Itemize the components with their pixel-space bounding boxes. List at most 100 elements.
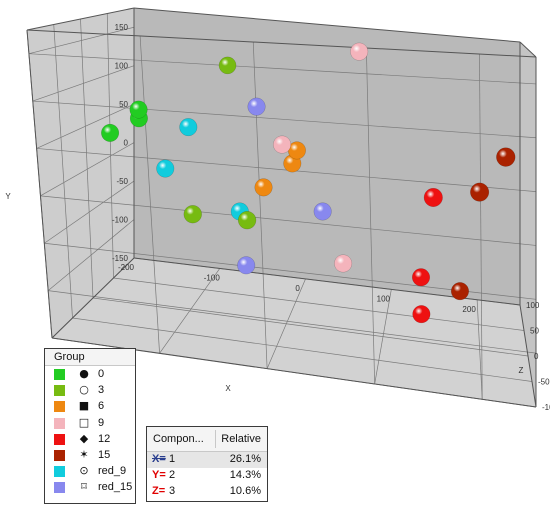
axis-y-icon: Y= bbox=[152, 469, 166, 481]
component-column-header[interactable]: Compon... bbox=[153, 433, 204, 445]
legend-item[interactable]: ⌑ red_15 bbox=[45, 479, 135, 495]
x-tick-label: 100 bbox=[377, 294, 391, 303]
relative-value: 26.1% bbox=[229, 453, 261, 465]
axis-labels: Y X Z bbox=[5, 192, 523, 393]
point-9 bbox=[334, 254, 353, 273]
legend-symbol-icon: ⌑ bbox=[81, 480, 87, 494]
right-wall bbox=[520, 42, 536, 407]
x-axis-label: X bbox=[225, 384, 231, 393]
x-tick-label: -100 bbox=[204, 273, 221, 282]
axis-z-icon: Z= bbox=[152, 485, 166, 497]
legend-symbol-icon: ○ bbox=[79, 383, 89, 397]
box-edge bbox=[26, 29, 53, 339]
y-tick-label: 100 bbox=[115, 62, 129, 71]
grid-left-y bbox=[44, 180, 135, 244]
component-row[interactable]: X= 1 26.1% bbox=[147, 452, 267, 468]
component-row[interactable]: Z= 3 10.6% bbox=[147, 484, 267, 500]
legend-symbol-icon: ⊙ bbox=[79, 464, 89, 478]
legend-item[interactable]: ✶ 15 bbox=[45, 447, 135, 463]
legend-item[interactable]: ● 0 bbox=[45, 366, 135, 382]
floor bbox=[52, 258, 536, 407]
component-row[interactable]: Y= 2 14.3% bbox=[147, 468, 267, 484]
grid-back-y bbox=[48, 290, 537, 354]
box-edge bbox=[26, 7, 135, 31]
grid-left-y bbox=[47, 219, 135, 291]
legend-label: 3 bbox=[98, 384, 105, 397]
point-9 bbox=[273, 135, 292, 154]
components-header: Compon... Relative bbox=[147, 427, 267, 452]
point-9 bbox=[350, 42, 369, 61]
relative-value: 14.3% bbox=[229, 469, 261, 481]
legend-item[interactable]: ○ 3 bbox=[45, 382, 135, 398]
point-15 bbox=[470, 182, 490, 202]
grid-left-z bbox=[80, 18, 94, 299]
y-tick-label: -150 bbox=[112, 254, 129, 263]
legend-label: red_9 bbox=[98, 465, 127, 478]
grid-back-y bbox=[28, 53, 537, 85]
point-3 bbox=[183, 205, 202, 224]
axis-x-icon: X= bbox=[152, 453, 166, 465]
relative-column-header[interactable]: Relative bbox=[221, 433, 261, 445]
group-legend[interactable]: Group ● 0 ○ 3 ■ 6 □ 9 ◆ 12 ✶ 15 ⊙ red_9 ⌑ red_15 bbox=[44, 348, 136, 504]
z-tick-label: -50 bbox=[538, 378, 550, 387]
point-15 bbox=[450, 282, 469, 301]
grid-left-y bbox=[36, 103, 135, 149]
legend-symbol-icon: ● bbox=[79, 367, 89, 380]
legend-swatch bbox=[54, 417, 65, 429]
point-3 bbox=[218, 56, 237, 75]
component-number: 1 bbox=[169, 453, 176, 465]
box-edge bbox=[519, 41, 537, 58]
box-edge bbox=[519, 304, 537, 408]
y-tick-label: 50 bbox=[119, 100, 128, 109]
components-table[interactable]: Compon... Relative X= 1 26.1% Y= 2 14.3% Z= 3 10… bbox=[146, 426, 268, 502]
legend-item[interactable]: ⊙ red_9 bbox=[45, 463, 135, 479]
legend-title: Group bbox=[45, 349, 135, 366]
point-0 bbox=[129, 100, 148, 119]
z-tick-label: 50 bbox=[530, 327, 539, 336]
legend-swatch bbox=[54, 449, 65, 461]
legend-swatch bbox=[54, 369, 65, 380]
legend-label: 12 bbox=[98, 432, 111, 445]
legend-item[interactable]: □ 9 bbox=[45, 415, 135, 431]
tick-labels: -150 -100 -50 0 50 100 150 -200 -100 0 100 200 -100 -… bbox=[112, 23, 550, 412]
point-red_9 bbox=[156, 159, 175, 178]
legend-swatch bbox=[54, 466, 65, 478]
grid-floor-z bbox=[113, 277, 525, 331]
components-rows: X= 1 26.1% Y= 2 14.3% Z= 3 10.6% bbox=[147, 452, 267, 500]
y-tick-label: -50 bbox=[116, 177, 128, 186]
grid-back-y bbox=[32, 100, 537, 139]
grid-back-x bbox=[479, 53, 483, 400]
point-red_9 bbox=[179, 118, 198, 137]
z-tick-label: 100 bbox=[526, 301, 540, 310]
point-3 bbox=[237, 211, 257, 230]
point-12 bbox=[412, 268, 431, 287]
component-number: 3 bbox=[169, 485, 176, 497]
grid-left-y bbox=[40, 142, 135, 197]
legend-symbol-icon: ■ bbox=[78, 399, 90, 413]
legend-swatch bbox=[54, 482, 65, 494]
relative-value: 10.6% bbox=[229, 485, 261, 497]
y-tick-label: 150 bbox=[115, 23, 129, 32]
y-tick-label: 0 bbox=[124, 139, 129, 148]
back-wall bbox=[134, 8, 520, 305]
grid-left-y bbox=[28, 26, 135, 55]
legend-label: 0 bbox=[98, 368, 105, 380]
grid-left-y bbox=[32, 65, 135, 102]
legend-symbol-icon: □ bbox=[78, 415, 90, 429]
grid-floor-z bbox=[92, 297, 529, 357]
point-red_15 bbox=[247, 97, 266, 116]
legend-item[interactable]: ■ 6 bbox=[45, 398, 135, 414]
x-tick-label: 200 bbox=[462, 305, 476, 314]
legend-swatch bbox=[54, 433, 65, 445]
grid-back-x bbox=[252, 41, 268, 369]
legend-item[interactable]: ◆ 12 bbox=[45, 431, 135, 447]
component-number: 2 bbox=[169, 469, 176, 481]
point-0 bbox=[101, 123, 120, 142]
x-tick-label: 0 bbox=[295, 284, 300, 293]
grid-left-z bbox=[53, 24, 73, 319]
box-edges bbox=[26, 7, 537, 408]
z-tick-label: -100 bbox=[542, 403, 550, 412]
box-edge bbox=[51, 257, 135, 339]
column-separator[interactable] bbox=[215, 430, 216, 448]
